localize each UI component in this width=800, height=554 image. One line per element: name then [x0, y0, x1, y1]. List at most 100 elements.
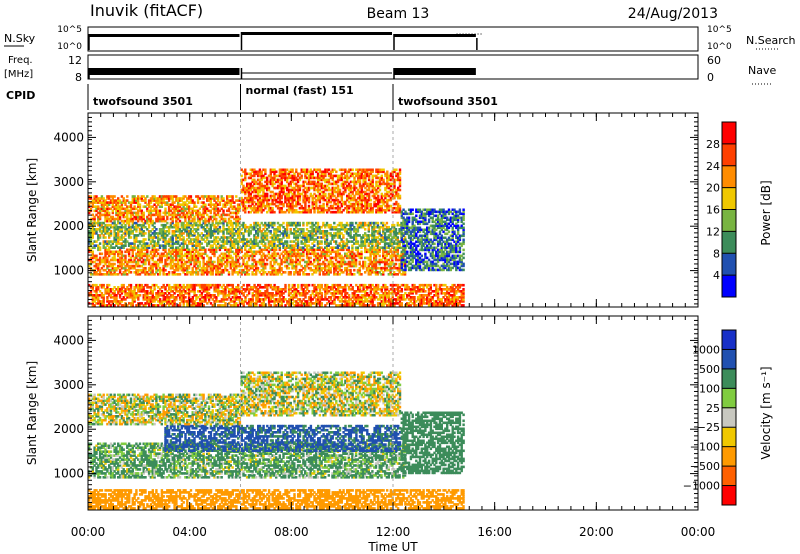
data-cell [91, 205, 94, 208]
data-cell [264, 286, 267, 289]
data-cell [151, 290, 154, 293]
data-cell [311, 232, 314, 235]
data-cell [149, 290, 153, 293]
data-cell [244, 242, 247, 245]
data-cell [326, 302, 329, 305]
data-cell [229, 254, 232, 258]
data-cell [255, 296, 258, 299]
data-cell [337, 298, 340, 301]
data-cell [305, 262, 309, 266]
data-cell [104, 217, 107, 221]
data-cell [318, 230, 321, 233]
data-cell [236, 232, 240, 235]
data-cell [102, 209, 105, 213]
data-cell [138, 203, 142, 206]
data-cell [264, 244, 267, 247]
data-cell [438, 283, 442, 287]
data-cell [138, 254, 142, 258]
data-cell [122, 232, 125, 235]
data-cell [356, 250, 360, 254]
data-cell [331, 292, 334, 295]
data-cell [446, 292, 449, 295]
data-cell [95, 273, 98, 276]
data-cell [435, 288, 438, 291]
data-cell [385, 228, 389, 231]
data-cell [93, 197, 96, 200]
data-cell [327, 262, 330, 266]
data-cell [102, 197, 105, 200]
data-cell [184, 273, 187, 276]
data-cell [151, 258, 154, 262]
data-cell [142, 290, 145, 293]
data-cell [127, 242, 131, 245]
data-cell [342, 246, 345, 249]
data-cell [160, 195, 163, 198]
data-cell [449, 288, 452, 291]
data-cell [180, 298, 184, 301]
data-cell [253, 238, 256, 241]
data-cell [456, 298, 460, 301]
data-cell [334, 258, 338, 262]
data-cell [326, 283, 329, 287]
data-cell [175, 273, 178, 276]
data-cell [118, 262, 122, 266]
data-cell [287, 300, 291, 303]
data-cell [106, 195, 109, 198]
data-cell [296, 252, 300, 256]
data-cell [373, 271, 376, 274]
data-cell [251, 262, 254, 266]
data-cell [91, 288, 94, 291]
data-cell [226, 232, 229, 235]
data-cell [311, 234, 314, 237]
data-cell [345, 240, 349, 243]
data-cell [133, 234, 136, 237]
data-cell [216, 268, 220, 272]
data-cell [364, 300, 367, 303]
data-cell [146, 254, 149, 258]
data-cell [146, 215, 149, 219]
data-cell [293, 221, 296, 225]
data-cell [349, 283, 353, 287]
data-cell [104, 304, 107, 307]
data-cell [88, 248, 91, 252]
data-cell [269, 300, 273, 303]
data-cell [222, 283, 225, 287]
data-cell [91, 199, 94, 202]
data-cell [151, 296, 154, 299]
data-cell [422, 290, 425, 293]
data-cell [142, 240, 145, 243]
data-cell [278, 271, 281, 274]
data-cell [155, 294, 158, 297]
data-cell [275, 286, 278, 289]
data-cell [127, 271, 131, 274]
data-cell [282, 225, 285, 229]
data-cell [102, 298, 105, 301]
data-cell [245, 242, 249, 245]
data-cell [155, 250, 158, 254]
data-cell [285, 260, 289, 264]
data-cell [216, 221, 220, 225]
data-cell [311, 283, 314, 287]
data-cell [289, 240, 292, 243]
data-cell [309, 252, 312, 256]
data-cell [113, 230, 116, 233]
data-cell [387, 264, 390, 268]
data-cell [247, 228, 251, 231]
data-cell [264, 283, 267, 287]
data-cell [333, 273, 336, 276]
data-cell [191, 248, 194, 252]
data-cell [255, 300, 258, 303]
data-cell [351, 246, 354, 249]
data-cell [275, 300, 278, 303]
data-cell [117, 252, 120, 256]
data-cell [420, 283, 423, 287]
data-cell [400, 304, 403, 307]
data-cell [451, 290, 454, 293]
data-cell [209, 283, 213, 287]
data-cell [345, 268, 349, 272]
data-cell [120, 223, 124, 227]
data-cell [264, 294, 267, 297]
data-cell [278, 238, 281, 241]
data-cell [88, 264, 91, 268]
data-cell [204, 268, 207, 272]
